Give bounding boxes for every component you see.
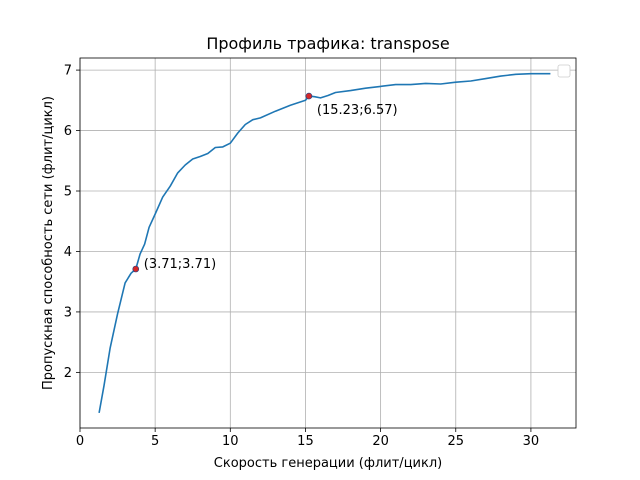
y-axis-label: Пропускная способность сети (флит/цикл) xyxy=(41,96,56,390)
x-tick-label: 15 xyxy=(297,434,314,449)
grid xyxy=(79,58,576,428)
legend-box xyxy=(557,64,571,78)
y-tick-label: 6 xyxy=(64,124,72,139)
series-line xyxy=(98,72,551,414)
y-tick-label: 5 xyxy=(64,185,72,200)
y-tick-label: 3 xyxy=(64,305,72,320)
plot-frame xyxy=(79,57,577,429)
y-axis-ticks: 2 3 4 5 6 7 xyxy=(64,64,80,381)
y-tick-label: 2 xyxy=(64,366,72,381)
chart-title: Профиль трафика: transpose xyxy=(206,34,449,53)
annotation-label: (3.71;3.71) xyxy=(144,257,216,272)
annotation-points: (3.71;3.71) (15.23;6.57) xyxy=(132,92,398,273)
series-layer xyxy=(98,72,551,414)
x-tick-label: 20 xyxy=(372,434,389,449)
x-axis-label: Скорость генерации (флит/цикл) xyxy=(214,456,442,471)
x-tick-label: 5 xyxy=(151,434,159,449)
annotation-label: (15.23;6.57) xyxy=(317,103,398,118)
annotation-point xyxy=(305,92,313,100)
y-tick-label: 4 xyxy=(64,245,72,260)
x-tick-label: 30 xyxy=(523,434,540,449)
x-tick-label: 0 xyxy=(76,434,84,449)
x-axis-ticks: 0 5 10 15 20 25 30 xyxy=(76,428,539,449)
y-tick-label: 7 xyxy=(64,64,72,79)
x-tick-label: 10 xyxy=(222,434,239,449)
annotation-point xyxy=(132,265,140,273)
x-tick-label: 25 xyxy=(447,434,464,449)
